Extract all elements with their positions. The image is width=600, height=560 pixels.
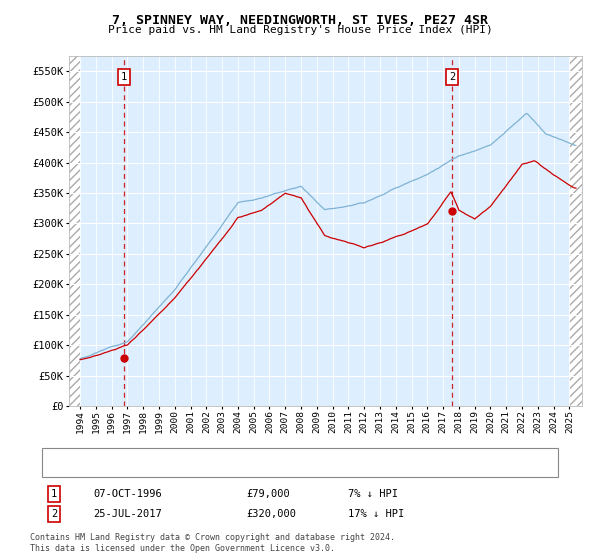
Text: ——: —— xyxy=(54,463,69,475)
Text: 1: 1 xyxy=(51,489,57,499)
Text: £320,000: £320,000 xyxy=(246,509,296,519)
Text: 17% ↓ HPI: 17% ↓ HPI xyxy=(348,509,404,519)
Text: 2: 2 xyxy=(449,72,455,82)
Text: 7, SPINNEY WAY, NEEDINGWORTH, ST IVES, PE27 4SR: 7, SPINNEY WAY, NEEDINGWORTH, ST IVES, P… xyxy=(112,14,488,27)
Bar xyxy=(69,56,80,406)
Text: 7% ↓ HPI: 7% ↓ HPI xyxy=(348,489,398,499)
Text: £79,000: £79,000 xyxy=(246,489,290,499)
Text: 2: 2 xyxy=(51,509,57,519)
Text: Price paid vs. HM Land Registry's House Price Index (HPI): Price paid vs. HM Land Registry's House … xyxy=(107,25,493,35)
Text: 07-OCT-1996: 07-OCT-1996 xyxy=(93,489,162,499)
Text: HPI: Average price, detached house, Huntingdonshire: HPI: Average price, detached house, Hunt… xyxy=(87,464,380,473)
Text: Contains HM Land Registry data © Crown copyright and database right 2024.
This d: Contains HM Land Registry data © Crown c… xyxy=(30,533,395,553)
Text: 25-JUL-2017: 25-JUL-2017 xyxy=(93,509,162,519)
Text: 1: 1 xyxy=(121,72,127,82)
Text: ——: —— xyxy=(54,450,69,463)
Text: 7, SPINNEY WAY, NEEDINGWORTH, ST IVES, PE27 4SR (detached house): 7, SPINNEY WAY, NEEDINGWORTH, ST IVES, P… xyxy=(87,452,455,461)
